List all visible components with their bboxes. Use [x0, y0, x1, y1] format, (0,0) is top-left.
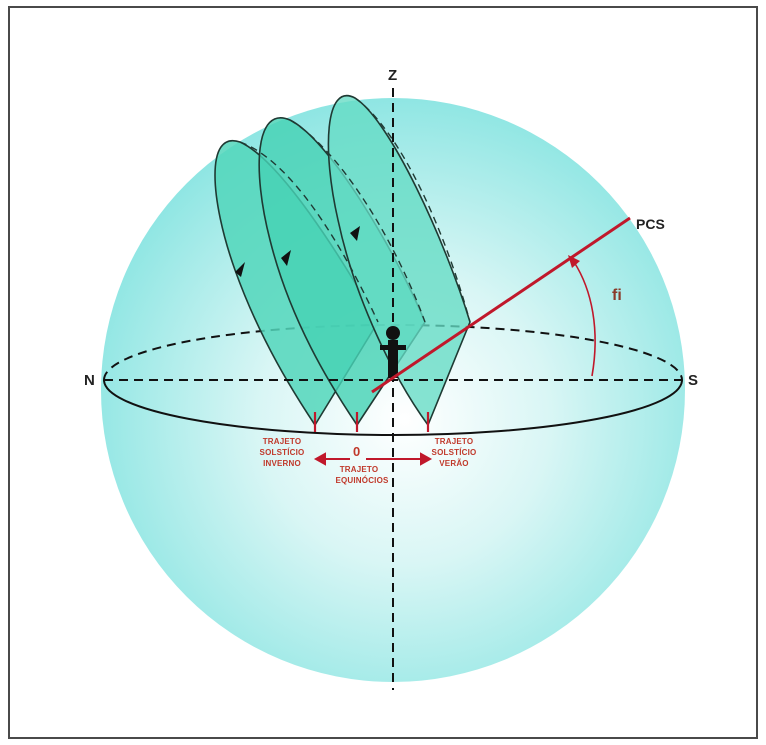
angle-label: fi [612, 287, 622, 304]
arrowhead-icon [568, 255, 580, 268]
person-icon [380, 326, 406, 378]
winter-path-label: TRAJETO SOLSTÍCIO INVERNO [260, 437, 305, 468]
zero-label: 0 [353, 444, 360, 459]
celestial-pole-line [371, 216, 631, 394]
south-label: S [688, 372, 698, 389]
summer-label-line3: VERÃO [439, 459, 468, 468]
equinox-path-back [289, 119, 426, 323]
summer-path-back [354, 97, 471, 323]
equinox-label-line1: TRAJETO [340, 465, 379, 474]
pcs-label: PCS [636, 216, 665, 232]
winter-path-back [239, 141, 379, 323]
winter-label-line3: INVERNO [263, 459, 301, 468]
winter-label-line2: SOLSTÍCIO [260, 448, 305, 457]
summer-path-label: TRAJETO SOLSTÍCIO VERÃO [432, 437, 477, 468]
summer-label-line1: TRAJETO [435, 437, 474, 446]
path-foot-markers [313, 412, 430, 432]
equinox-label-line2: EQUINÓCIOS [335, 476, 389, 485]
north-label: N [84, 372, 95, 389]
zenith-label: Z [388, 67, 397, 84]
latitude-angle-arc [573, 261, 596, 377]
arrowhead-icon [235, 226, 360, 277]
shift-arrows [313, 452, 433, 466]
summer-solstice-path [327, 95, 471, 427]
winter-label-line1: TRAJETO [263, 437, 302, 446]
summer-label-line2: SOLSTÍCIO [432, 448, 477, 457]
equinox-path-label: TRAJETO EQUINÓCIOS [335, 465, 389, 485]
